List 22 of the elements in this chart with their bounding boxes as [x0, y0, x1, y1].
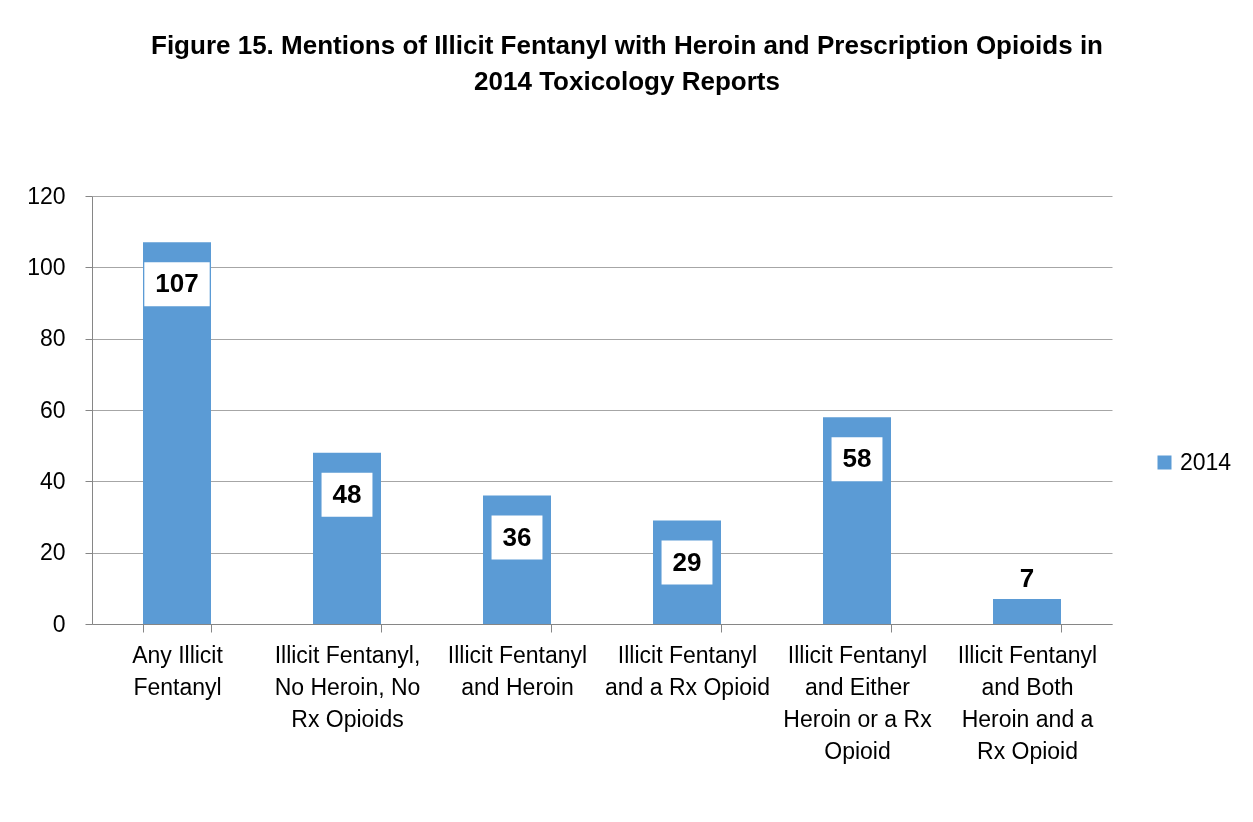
bar: [993, 599, 1061, 624]
x-tick-label: Illicit Fentanyl and Either Heroin or a Rx Opioid: [783, 641, 933, 764]
data-label: 7: [1019, 563, 1035, 594]
y-tick-label: 60: [39, 396, 66, 423]
legend-label: 2014: [1180, 448, 1232, 475]
data-label: 36: [502, 521, 532, 552]
y-tick-label: 40: [39, 467, 66, 494]
x-tick-label: Illicit Fentanyl and Heroin: [447, 641, 588, 700]
x-tick-label: Any Illicit Fentanyl: [132, 641, 224, 700]
chart-title: Figure 15. Mentions of Illicit Fentanyl with Heroin and Prescription Opioids in 2014 Toxicology Reports: [151, 30, 1103, 96]
y-tick-label: 20: [39, 539, 66, 566]
y-tick-label: 0: [52, 610, 66, 637]
x-tick-label: Illicit Fentanyl and Both Heroin and a Rx Opioid: [957, 641, 1098, 764]
data-label: 29: [672, 546, 702, 577]
y-tick-label: 100: [27, 253, 66, 280]
data-label: 58: [842, 443, 872, 474]
y-tick-label: 80: [39, 325, 66, 352]
x-tick-label: Illicit Fentanyl, No Heroin, No Rx Opioids: [274, 641, 421, 732]
data-label: 48: [332, 478, 362, 509]
x-tick-label: Illicit Fentanyl and a Rx Opioid: [605, 641, 770, 700]
data-label: 107: [155, 268, 199, 299]
y-tick-label: 120: [27, 182, 66, 209]
